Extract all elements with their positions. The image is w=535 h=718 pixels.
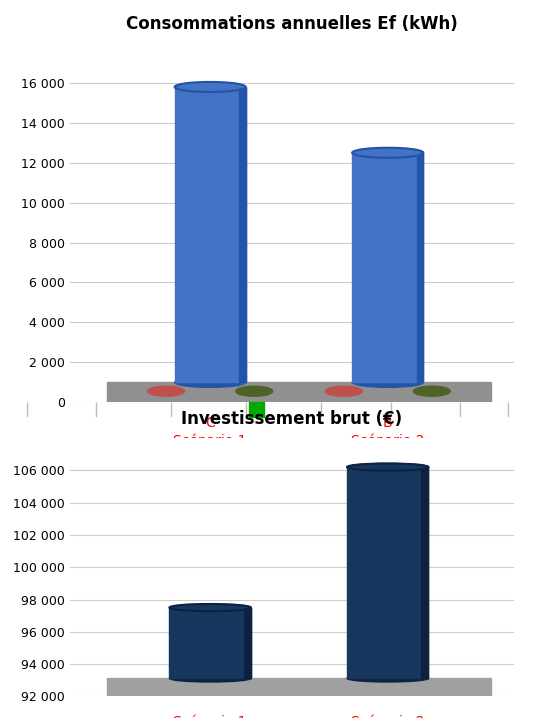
- Bar: [174, 87, 246, 382]
- Ellipse shape: [347, 675, 429, 682]
- Text: Scénario 1: Scénario 1: [173, 434, 247, 448]
- Ellipse shape: [347, 463, 429, 471]
- Text: Scénario 2: Scénario 2: [351, 714, 425, 718]
- Title: Consommations annuelles Ef (kWh): Consommations annuelles Ef (kWh): [126, 15, 457, 33]
- Ellipse shape: [352, 378, 423, 388]
- Ellipse shape: [325, 386, 362, 396]
- Ellipse shape: [236, 386, 273, 396]
- Text: B: B: [383, 416, 393, 430]
- Ellipse shape: [174, 378, 246, 388]
- Text: Scénario 1: Scénario 1: [173, 714, 247, 718]
- Text: C: C: [205, 416, 215, 430]
- Ellipse shape: [170, 604, 251, 611]
- Ellipse shape: [414, 386, 450, 396]
- Bar: [249, 402, 264, 416]
- Ellipse shape: [174, 82, 246, 92]
- Bar: [421, 467, 429, 679]
- Text: Scénario 2: Scénario 2: [351, 434, 425, 448]
- Ellipse shape: [170, 675, 251, 682]
- Bar: [417, 153, 423, 382]
- Bar: [106, 382, 491, 402]
- Title: Investissement brut (€): Investissement brut (€): [181, 410, 402, 428]
- Ellipse shape: [352, 148, 423, 158]
- Bar: [170, 607, 251, 679]
- Bar: [352, 153, 423, 382]
- Bar: [243, 607, 251, 679]
- Bar: [347, 467, 429, 679]
- Bar: [106, 679, 491, 696]
- Bar: [239, 87, 246, 382]
- Ellipse shape: [148, 386, 185, 396]
